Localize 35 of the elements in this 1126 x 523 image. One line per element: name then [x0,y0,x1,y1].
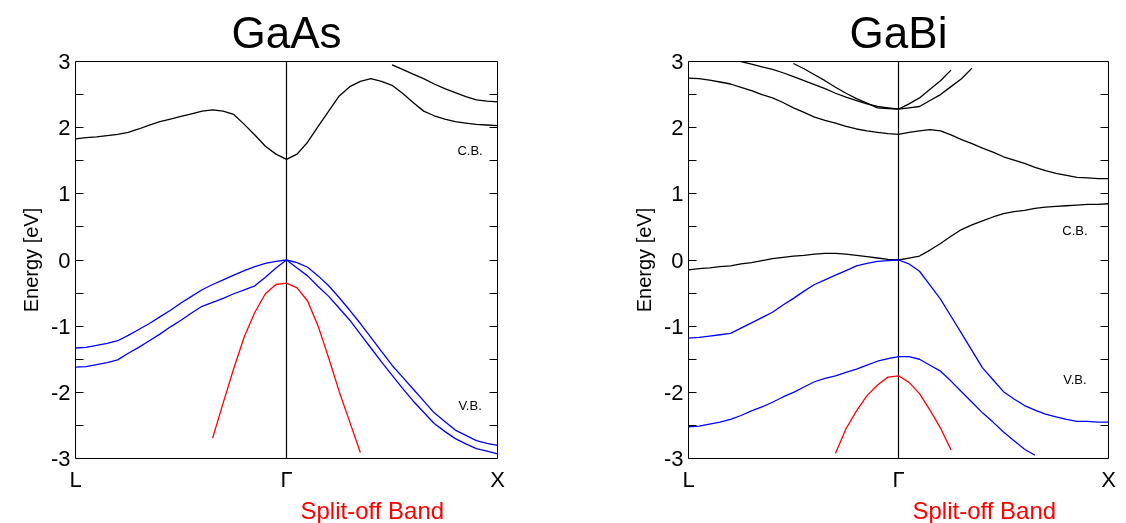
x-tick-label: Γ [892,466,905,492]
y-tick-label: -2 [50,379,71,405]
y-axis-title: Energy [eV] [19,207,42,313]
annotation: C.B. [1062,222,1088,238]
line-series [212,282,361,454]
y-tick-label: 2 [58,115,71,141]
y-tick-label: 3 [671,49,684,74]
y-axis-title: Energy [eV] [632,207,655,313]
line-series [688,355,1036,456]
line-series [688,259,1109,423]
x-tick-label: Γ [280,466,293,492]
y-tick-label: 3 [58,49,71,74]
annotation: V.B. [1063,371,1087,387]
y-tick-label: 1 [58,181,71,207]
annotation: V.B. [458,398,482,414]
y-tick-label: 2 [671,115,684,141]
chart-title: GaBi [849,7,948,57]
x-tick-label: L [69,466,82,492]
y-tick-label: -1 [50,313,71,339]
line-series [834,375,952,454]
y-tick-label: 0 [671,247,684,273]
x-tick-label: L [682,466,695,492]
x-tick-label: X [490,466,506,492]
text: Split-off Band [912,496,1057,523]
y-tick-label: -2 [663,379,684,405]
chart-title: GaAs [231,7,342,57]
line-series [391,64,498,103]
y-tick-label: -3 [663,446,684,471]
y-tick-label: -3 [50,446,71,471]
y-tick-label: -1 [663,313,684,339]
y-tick-label: 1 [671,181,684,207]
text: Split-off Band [300,496,445,523]
y-tick-label: 0 [58,247,71,273]
annotation: C.B. [457,143,483,159]
x-tick-label: X [1101,466,1117,492]
